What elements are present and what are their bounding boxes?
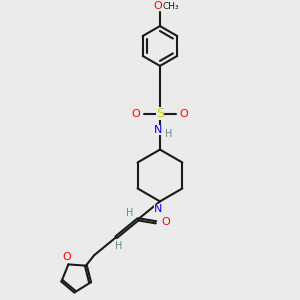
Text: O: O (132, 109, 140, 119)
Text: CH₃: CH₃ (163, 2, 179, 10)
Text: N: N (154, 204, 162, 214)
Text: N: N (154, 125, 162, 135)
Text: H: H (126, 208, 134, 218)
Text: H: H (116, 241, 123, 251)
Text: S: S (156, 107, 164, 120)
Text: H: H (165, 129, 172, 139)
Text: O: O (179, 109, 188, 119)
Text: O: O (62, 252, 71, 262)
Text: O: O (162, 217, 170, 227)
Text: O: O (154, 1, 162, 11)
